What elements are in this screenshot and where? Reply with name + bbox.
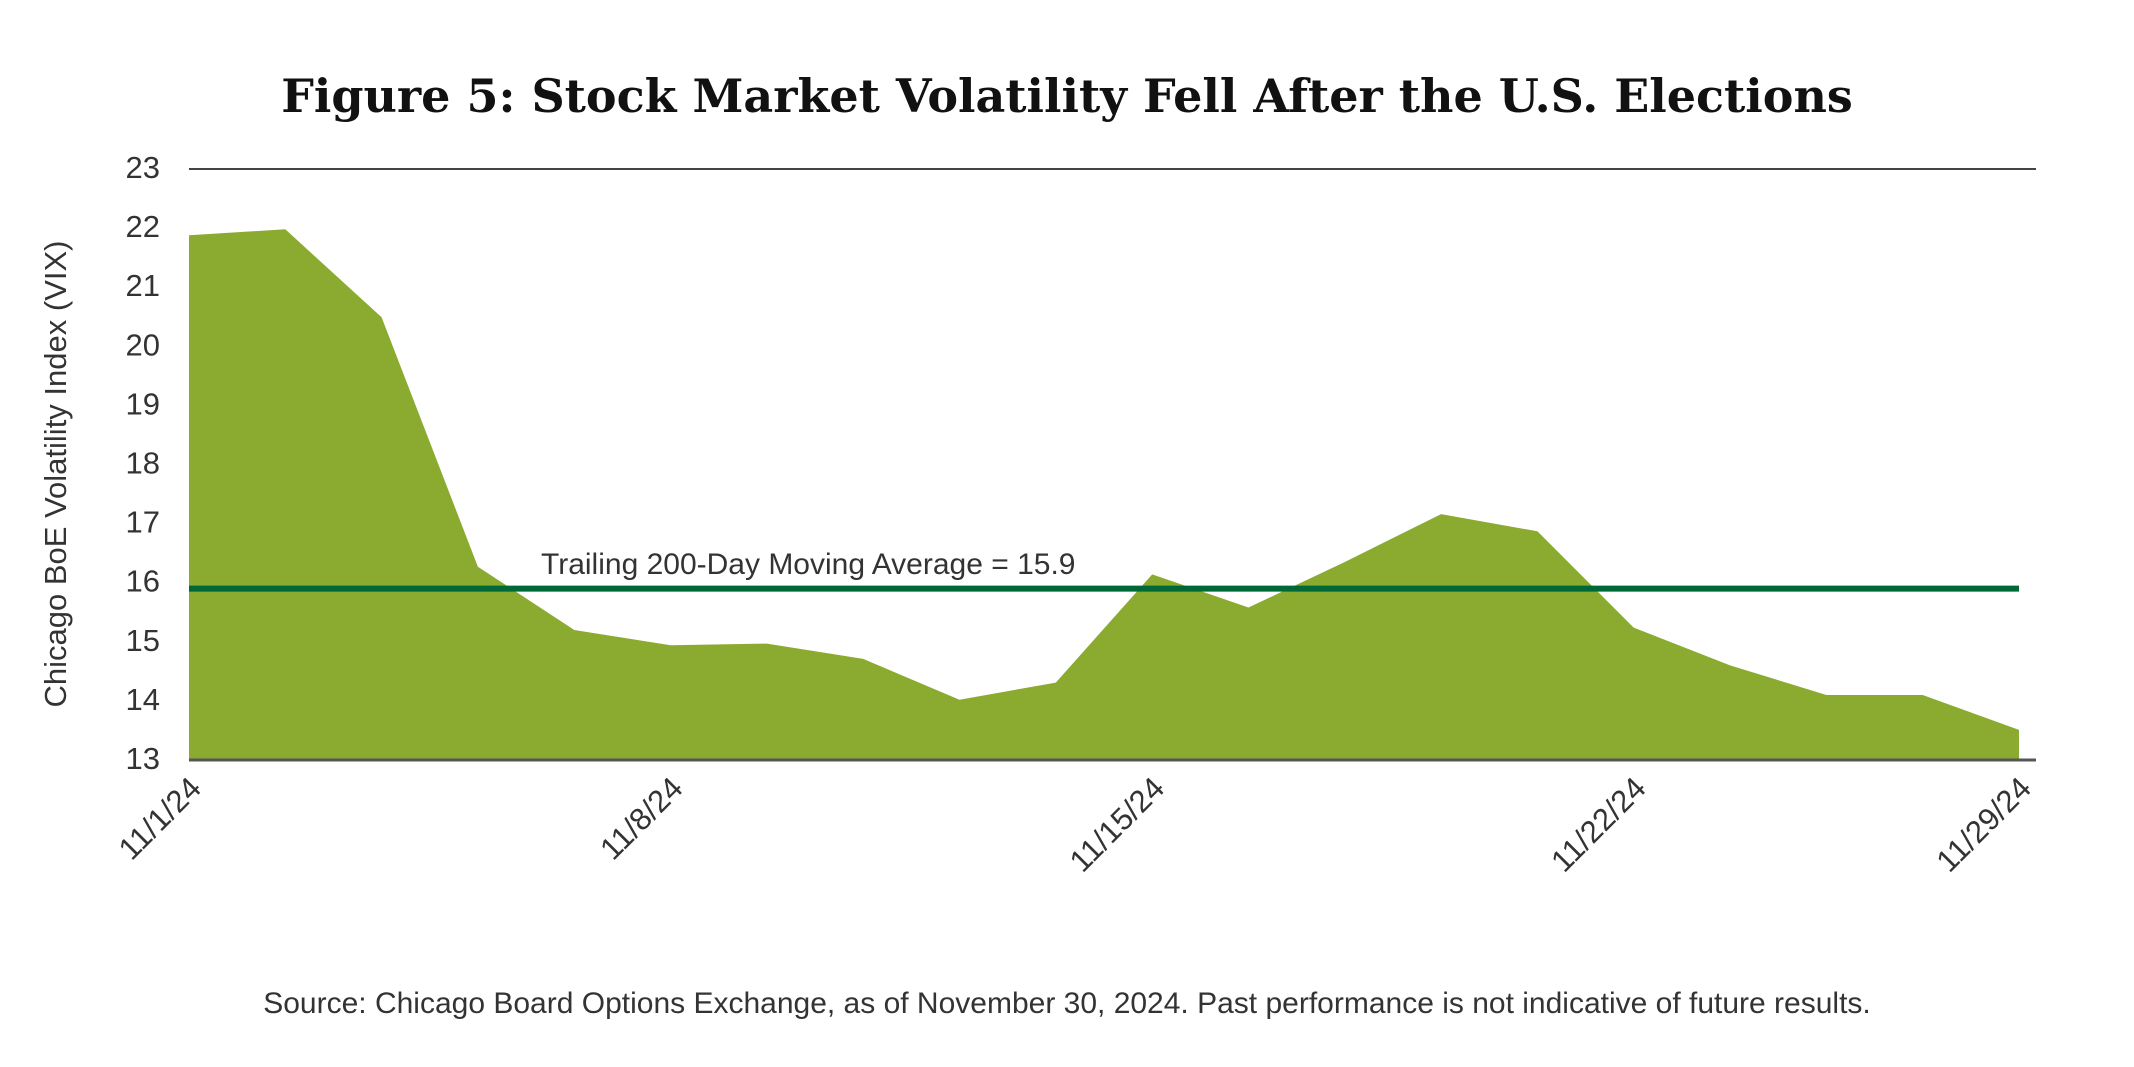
y-tick-label: 19 [126, 386, 160, 421]
x-tick-label: 11/22/24 [1544, 770, 1652, 878]
y-tick-label: 21 [126, 268, 160, 303]
y-tick-label: 20 [126, 327, 160, 362]
chart-title: Figure 5: Stock Market Volatility Fell A… [281, 69, 1853, 123]
x-tick-label: 11/8/24 [593, 770, 689, 866]
moving-average-label: Trailing 200-Day Moving Average = 15.9 [541, 548, 1075, 581]
source-note: Source: Chicago Board Options Exchange, … [263, 987, 1871, 1020]
series-layer [189, 229, 2019, 761]
y-tick-label: 17 [126, 505, 160, 540]
x-tick-label: 11/29/24 [1929, 770, 2037, 878]
x-tick-label: 11/15/24 [1063, 770, 1171, 878]
y-axis-label: Chicago BoE Volatility Index (VIX) [38, 241, 73, 708]
y-tick-label: 13 [126, 741, 160, 776]
y-tick-label: 14 [126, 682, 160, 717]
y-tick-label: 22 [126, 209, 160, 244]
y-tick-label: 16 [126, 564, 160, 599]
y-axis-ticks: 13 14 15 16 17 18 19 20 21 22 23 [126, 150, 160, 776]
x-axis-ticks: 11/1/24 11/8/24 11/15/24 11/22/24 11/29/24 [112, 770, 2038, 878]
x-tick-label: 11/1/24 [112, 770, 208, 866]
y-tick-label: 23 [126, 150, 160, 185]
y-tick-label: 18 [126, 446, 160, 481]
series-area-vix [189, 229, 2019, 761]
y-tick-label: 15 [126, 623, 160, 658]
